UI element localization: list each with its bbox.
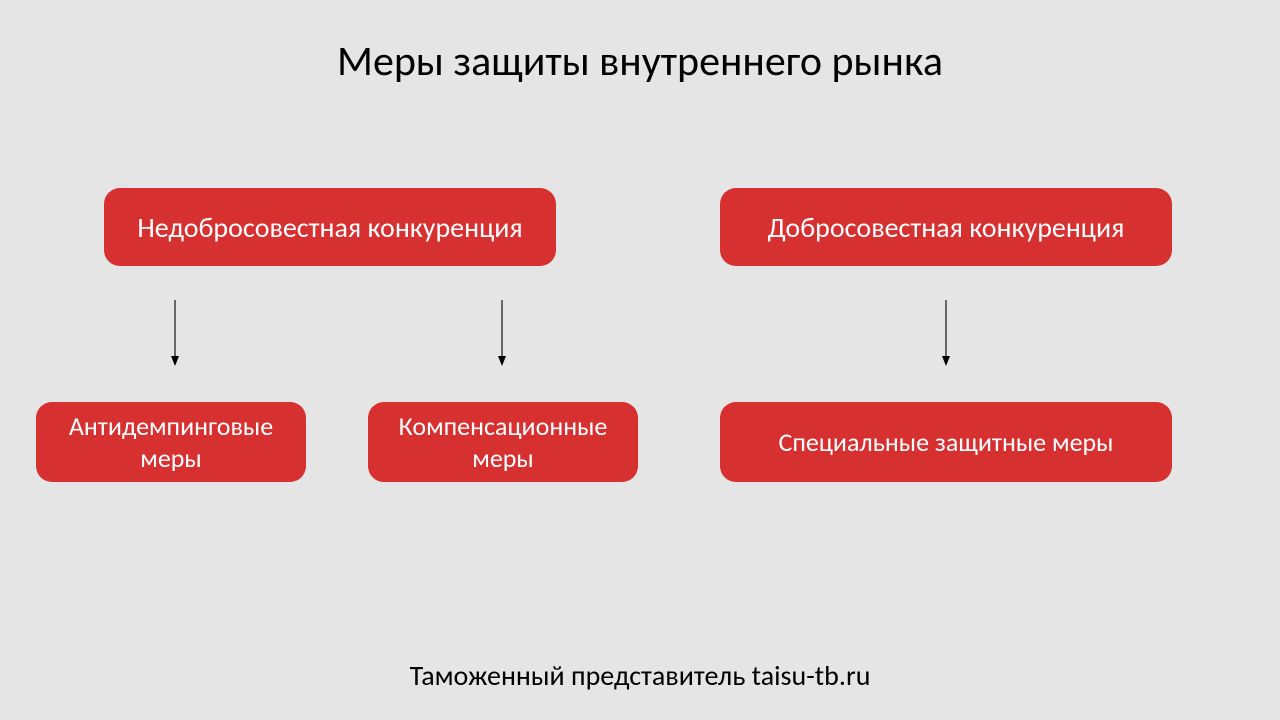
node-compensatory-measures: Компенсационные меры xyxy=(368,402,638,482)
arrows-layer xyxy=(0,0,1280,720)
diagram-canvas: Меры защиты внутреннего рынка Недобросов… xyxy=(0,0,1280,720)
node-special-protective-measures: Специальные защитные меры xyxy=(720,402,1172,482)
node-fair-competition: Добросовестная конкуренция xyxy=(720,188,1172,266)
node-unfair-competition: Недобросовестная конкуренция xyxy=(104,188,556,266)
node-antidumping-measures: Антидемпинговые меры xyxy=(36,402,306,482)
node-label: Добросовестная конкуренция xyxy=(768,210,1125,245)
footer-text: Таможенный представитель taisu-tb.ru xyxy=(410,658,871,693)
page-title: Меры защиты внутреннего рынка xyxy=(337,36,943,87)
node-label: Специальные защитные меры xyxy=(778,426,1113,459)
node-label: Антидемпинговые меры xyxy=(46,410,296,475)
node-label: Компенсационные меры xyxy=(378,410,628,475)
node-label: Недобросовестная конкуренция xyxy=(137,210,522,245)
